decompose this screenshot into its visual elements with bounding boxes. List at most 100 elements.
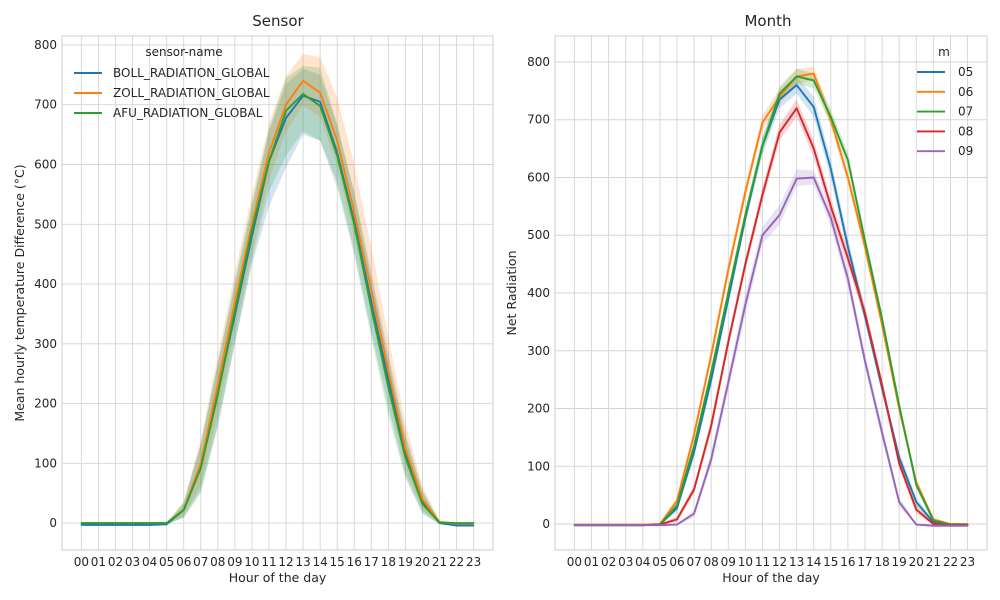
data-point <box>268 160 270 163</box>
data-point <box>847 176 849 179</box>
data-point <box>165 522 168 524</box>
x-tick-label: 08 <box>704 555 719 569</box>
data-point <box>847 257 849 260</box>
y-tick-label: 400 <box>34 277 57 291</box>
data-point <box>744 191 747 193</box>
data-point <box>795 75 798 78</box>
plot-frame <box>61 35 494 551</box>
data-point <box>182 509 185 511</box>
y-tick-label: 100 <box>527 459 550 473</box>
data-point <box>847 245 849 248</box>
data-point <box>898 404 900 407</box>
legend-title: sensor-name <box>145 45 222 59</box>
data-point <box>319 105 321 107</box>
y-tick-label: 300 <box>34 337 57 351</box>
data-point <box>285 117 287 119</box>
data-point <box>693 488 695 491</box>
x-tick-label: 08 <box>210 555 225 569</box>
data-point <box>847 277 849 280</box>
chart-title: Month <box>744 12 791 30</box>
data-point <box>812 106 815 108</box>
x-tick-label: 18 <box>874 555 889 569</box>
x-tick-label: 07 <box>686 555 701 569</box>
data-point <box>710 378 712 381</box>
x-tick-label: 02 <box>108 555 123 569</box>
x-tick-label: 15 <box>823 555 838 569</box>
data-point <box>336 139 338 142</box>
x-tick-label: 04 <box>635 555 650 569</box>
ci-band-boll_radiation_global <box>81 68 474 527</box>
data-point <box>319 100 321 103</box>
ci-band-afu_radiation_global <box>81 65 474 524</box>
data-point <box>744 263 747 265</box>
x-tick-label: 03 <box>618 555 633 569</box>
data-point <box>285 109 287 112</box>
data-point <box>268 151 270 154</box>
data-point <box>812 176 815 179</box>
data-point <box>438 521 441 524</box>
y-tick-label: 700 <box>34 98 57 112</box>
data-point <box>778 131 781 134</box>
data-point <box>624 524 627 526</box>
x-tick-label: 06 <box>176 555 191 569</box>
y-tick-label: 0 <box>49 516 57 530</box>
legend: m 05 06 07 08 09 <box>917 45 973 158</box>
x-tick-label: 14 <box>806 555 821 569</box>
data-point <box>812 79 815 82</box>
data-point <box>710 425 712 427</box>
data-point <box>607 524 610 526</box>
x-tick-label: 17 <box>857 555 872 569</box>
data-point <box>472 524 475 527</box>
data-point <box>590 524 593 526</box>
data-point <box>97 522 100 524</box>
y-axis-label: Mean hourly temperature Difference (°C) <box>12 164 27 421</box>
x-tick-label: 15 <box>330 555 345 569</box>
data-point <box>199 467 202 469</box>
y-tick-label: 800 <box>527 55 550 69</box>
y-tick-label: 700 <box>527 113 550 127</box>
data-point <box>80 522 83 524</box>
data-point <box>659 524 661 526</box>
series-line-afu_radiation_global <box>81 93 474 525</box>
x-tick-label: 04 <box>142 555 157 569</box>
x-tick-label: 17 <box>364 555 379 569</box>
data-point <box>795 84 798 86</box>
x-tick-label: 12 <box>278 555 293 569</box>
y-tick-label: 100 <box>34 456 57 470</box>
x-tick-label: 05 <box>159 555 174 569</box>
data-point <box>778 92 781 95</box>
data-point <box>915 501 918 503</box>
data-point <box>949 524 952 527</box>
data-point <box>693 512 695 515</box>
data-point <box>693 433 695 436</box>
x-tick-label: 11 <box>755 555 770 569</box>
data-point <box>761 234 764 237</box>
data-point <box>710 458 712 461</box>
data-point <box>710 371 712 374</box>
y-tick-label: 600 <box>527 170 550 184</box>
data-point <box>744 303 747 306</box>
data-point <box>693 445 695 447</box>
x-tick-label: 06 <box>669 555 684 569</box>
x-tick-label: 11 <box>261 555 276 569</box>
x-tick-label: 16 <box>840 555 855 569</box>
data-point <box>573 524 576 526</box>
data-point <box>676 523 678 526</box>
x-axis-label: Hour of the day <box>722 570 820 585</box>
y-tick-label: 200 <box>34 397 57 411</box>
data-point <box>148 522 151 524</box>
x-tick-label: 20 <box>415 555 430 569</box>
legend-entry: 06 <box>958 85 973 99</box>
data-point <box>881 318 883 320</box>
x-tick-label: 01 <box>91 555 106 569</box>
x-tick-label: 03 <box>125 555 140 569</box>
data-point <box>472 522 475 524</box>
data-point <box>217 383 219 386</box>
legend: sensor-name BOLL_RADIATION_GLOBAL ZOLL_RAD… <box>74 45 270 120</box>
data-point <box>97 524 100 526</box>
data-point <box>80 524 83 526</box>
x-tick-label: 10 <box>244 555 259 569</box>
data-point <box>421 503 424 505</box>
y-tick-label: 0 <box>542 517 550 531</box>
data-point <box>727 381 730 384</box>
